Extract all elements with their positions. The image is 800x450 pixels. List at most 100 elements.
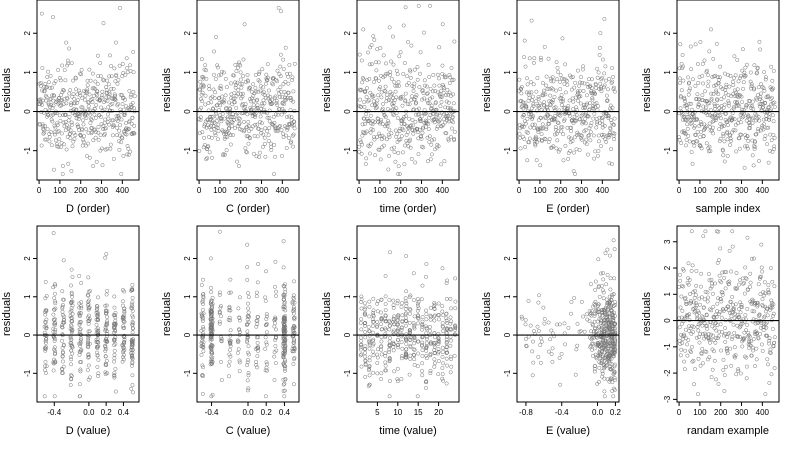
data-point <box>246 358 251 362</box>
data-point <box>59 103 64 108</box>
data-point <box>697 310 702 315</box>
data-point <box>721 153 726 158</box>
data-point <box>596 353 601 358</box>
data-point <box>119 135 124 140</box>
data-point <box>709 114 714 119</box>
data-point <box>96 371 101 376</box>
data-point <box>415 339 420 344</box>
data-point <box>432 357 437 362</box>
data-point <box>130 115 135 120</box>
data-point <box>228 348 233 352</box>
data-point <box>131 338 136 343</box>
data-point <box>274 99 279 103</box>
data-point <box>416 321 421 326</box>
data-point <box>366 119 371 124</box>
data-point <box>771 68 776 73</box>
x-tick-label: 300 <box>735 408 749 417</box>
data-point <box>277 72 282 77</box>
data-point <box>443 75 448 80</box>
data-point <box>282 328 287 333</box>
data-point <box>253 122 258 127</box>
data-point <box>101 127 106 131</box>
data-point <box>554 88 559 93</box>
data-point <box>240 82 245 86</box>
data-point <box>367 346 372 351</box>
data-point <box>420 369 424 374</box>
data-point <box>121 355 125 359</box>
data-point <box>131 90 136 94</box>
data-point <box>118 123 123 128</box>
data-point <box>228 354 233 359</box>
data-point <box>372 137 377 142</box>
data-point <box>760 105 765 110</box>
data-point <box>251 94 256 98</box>
data-point <box>585 113 590 118</box>
data-point <box>255 103 260 108</box>
data-point <box>755 300 760 305</box>
data-point <box>425 91 430 96</box>
data-point <box>232 96 237 101</box>
data-point <box>772 104 777 109</box>
data-point <box>748 103 753 108</box>
data-point <box>731 83 736 87</box>
data-point <box>534 140 539 145</box>
data-point <box>434 126 439 131</box>
data-point <box>720 330 725 334</box>
data-point <box>735 286 740 291</box>
data-point <box>547 137 552 141</box>
data-point <box>232 100 237 105</box>
data-point <box>427 101 432 106</box>
data-point <box>69 373 73 377</box>
x-tick-label: 400 <box>116 186 130 195</box>
data-point <box>572 135 577 140</box>
data-point <box>83 112 88 117</box>
data-point <box>532 329 536 334</box>
data-point <box>722 139 727 144</box>
data-point <box>426 127 431 131</box>
data-point <box>566 325 571 330</box>
data-point <box>363 359 368 363</box>
data-point <box>265 62 270 67</box>
data-point <box>442 159 447 164</box>
data-point <box>415 303 420 308</box>
data-point <box>523 121 528 126</box>
data-point <box>698 331 703 336</box>
data-point <box>561 132 566 137</box>
data-point <box>600 369 605 374</box>
data-point <box>401 23 406 28</box>
data-point <box>597 350 602 354</box>
data-point <box>399 377 404 381</box>
data-point <box>207 83 212 88</box>
data-point <box>400 94 405 99</box>
data-point <box>432 137 437 142</box>
data-point <box>719 280 724 285</box>
data-point <box>376 78 381 83</box>
x-tick-label: 300 <box>575 186 589 195</box>
data-point <box>367 341 372 346</box>
data-point <box>52 296 57 300</box>
data-point <box>541 88 546 93</box>
data-point <box>386 121 391 125</box>
y-tick-label: 2 <box>343 30 352 35</box>
data-point <box>597 294 602 299</box>
data-point <box>445 363 450 368</box>
data-point <box>577 148 582 153</box>
data-point <box>255 346 260 351</box>
data-point <box>524 90 529 95</box>
data-point <box>766 93 770 98</box>
data-point <box>612 341 617 346</box>
data-point <box>695 324 700 329</box>
data-point <box>704 349 709 354</box>
data-point <box>767 115 772 120</box>
data-point <box>730 302 735 307</box>
data-point <box>383 308 388 313</box>
data-point <box>677 316 682 321</box>
data-point <box>567 113 572 118</box>
data-point <box>201 277 205 282</box>
data-point <box>686 134 691 138</box>
data-point <box>529 18 534 23</box>
data-point <box>237 121 242 126</box>
data-point <box>683 99 688 104</box>
y-tick-label: -1 <box>183 369 192 377</box>
